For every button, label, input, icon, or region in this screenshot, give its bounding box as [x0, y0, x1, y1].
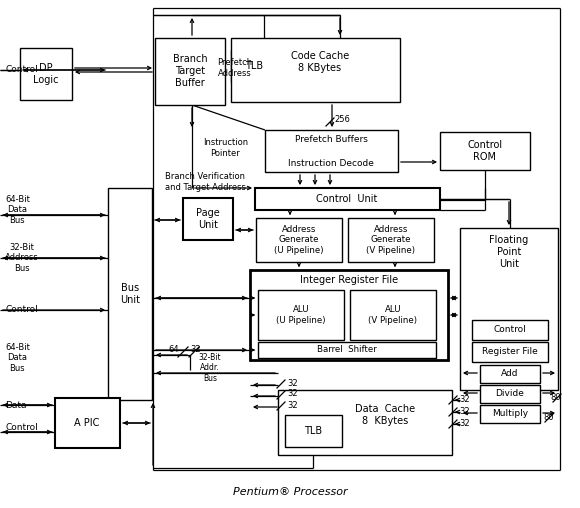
Text: Divide: Divide — [495, 390, 524, 398]
Text: Integer Register File: Integer Register File — [300, 275, 398, 285]
Text: ALU
(V Pipeline): ALU (V Pipeline) — [368, 305, 418, 325]
Text: Branch Verification
and Target Address: Branch Verification and Target Address — [165, 172, 246, 192]
Text: 32-Bit
Addr.
Bus: 32-Bit Addr. Bus — [199, 353, 222, 383]
Text: Branch
Target
Buffer: Branch Target Buffer — [173, 54, 207, 87]
Bar — [350, 290, 436, 340]
Text: Multiply: Multiply — [492, 409, 528, 419]
Bar — [460, 228, 558, 390]
Bar — [256, 218, 342, 262]
Text: Add: Add — [501, 369, 519, 378]
Text: Data  Cache
8  KBytes: Data Cache 8 KBytes — [355, 404, 415, 426]
Bar — [108, 188, 152, 400]
Bar — [55, 398, 120, 448]
Bar — [255, 188, 440, 210]
Bar — [20, 48, 72, 100]
Text: Instruction Decode: Instruction Decode — [288, 158, 374, 168]
Text: Register File: Register File — [482, 347, 538, 357]
Bar — [285, 415, 342, 447]
Bar — [278, 390, 452, 455]
Text: 32: 32 — [288, 400, 298, 409]
Text: Barrel  Shifter: Barrel Shifter — [317, 345, 377, 355]
Text: 256: 256 — [334, 115, 350, 124]
Text: TLB: TLB — [304, 426, 322, 436]
Text: DP
Logic: DP Logic — [33, 63, 59, 85]
Bar — [258, 342, 436, 358]
Bar — [265, 130, 398, 172]
Bar — [440, 132, 530, 170]
Text: Pentium® Processor: Pentium® Processor — [233, 487, 347, 497]
Bar — [258, 290, 344, 340]
Text: 32-Bit
Address
Bus: 32-Bit Address Bus — [5, 243, 39, 273]
Text: 80: 80 — [543, 414, 554, 423]
Bar — [480, 405, 540, 423]
Text: Data: Data — [5, 400, 27, 409]
Text: 64: 64 — [169, 345, 179, 355]
Bar — [480, 385, 540, 403]
Bar — [155, 38, 225, 105]
Text: 64-Bit
Data
Bus: 64-Bit Data Bus — [5, 343, 30, 373]
Text: Prefetch Buffers: Prefetch Buffers — [295, 136, 368, 144]
Text: Floating
Point
Unit: Floating Point Unit — [490, 235, 528, 269]
Bar — [183, 198, 233, 240]
Bar — [348, 218, 434, 262]
Bar — [250, 270, 448, 360]
Text: Address
Generate
(V Pipeline): Address Generate (V Pipeline) — [367, 225, 415, 255]
Bar — [231, 38, 400, 102]
Bar — [472, 320, 548, 340]
Text: 32: 32 — [459, 407, 470, 417]
Text: Instruction
Pointer: Instruction Pointer — [203, 138, 248, 157]
Text: 32: 32 — [459, 420, 470, 429]
Text: Prefetch
Address: Prefetch Address — [218, 58, 252, 78]
Text: 32: 32 — [191, 345, 201, 355]
Text: Page
Unit: Page Unit — [196, 208, 220, 230]
Text: 32: 32 — [288, 378, 298, 388]
Text: Control: Control — [5, 305, 38, 314]
Text: TLB: TLB — [245, 61, 263, 71]
Text: 32: 32 — [288, 390, 298, 398]
Text: Control: Control — [5, 66, 38, 75]
Bar — [472, 342, 548, 362]
Text: Control: Control — [5, 423, 38, 431]
Text: Control  Unit: Control Unit — [316, 194, 378, 204]
Text: 64-Bit
Data
Bus: 64-Bit Data Bus — [5, 195, 30, 225]
Text: Control
ROM: Control ROM — [467, 140, 502, 162]
Text: 32: 32 — [459, 396, 470, 404]
Text: Control: Control — [494, 326, 527, 334]
Text: 80: 80 — [550, 394, 561, 402]
Text: A PIC: A PIC — [74, 418, 100, 428]
Bar — [480, 365, 540, 383]
Text: ALU
(U Pipeline): ALU (U Pipeline) — [276, 305, 326, 325]
Text: Bus
Unit: Bus Unit — [120, 283, 140, 305]
Text: Address
Generate
(U Pipeline): Address Generate (U Pipeline) — [274, 225, 324, 255]
Text: Code Cache
8 KBytes: Code Cache 8 KBytes — [291, 51, 349, 73]
Bar — [231, 50, 278, 82]
